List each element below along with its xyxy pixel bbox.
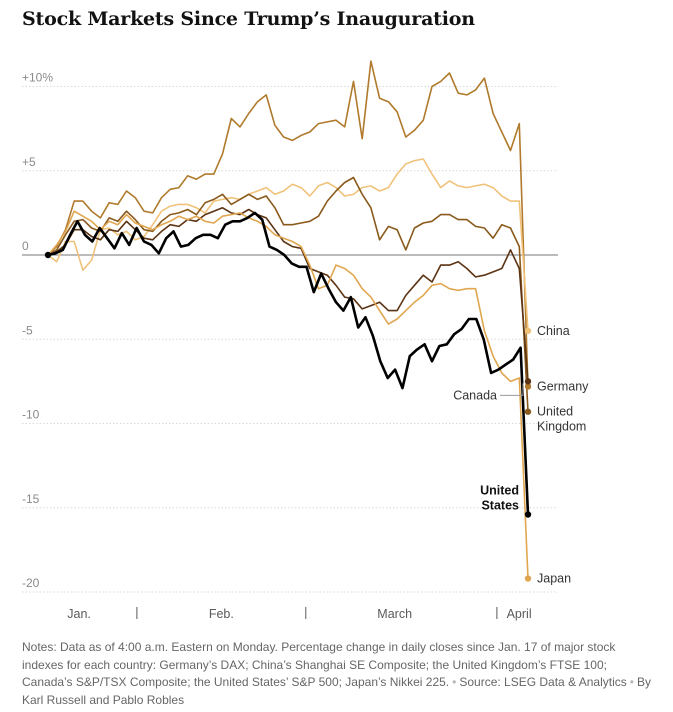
x-axis: Jan. Feb. March April (67, 607, 532, 621)
series-line-japan (47, 210, 529, 580)
end-point-japan (524, 575, 532, 582)
x-tick-label: March (377, 607, 412, 621)
end-point-germany (524, 383, 532, 390)
end-point-united-states (524, 511, 532, 518)
x-tick-label: April (507, 607, 532, 621)
source-text: Source: LSEG Data & Analytics (459, 675, 627, 689)
x-tick-label: Jan. (67, 607, 91, 621)
series-label-united-states: United (480, 483, 519, 497)
notes-bullet: • (629, 675, 634, 689)
series-lines (44, 60, 532, 582)
y-tick-label: -20 (22, 576, 40, 590)
chart-title: Stock Markets Since Trump’s Inauguration (22, 8, 475, 30)
y-tick-label: -5 (22, 323, 33, 337)
byline-text: By Karl Russell and Pablo Robles (22, 675, 651, 707)
series-label-united-states: States (481, 498, 519, 512)
series-label-united-kingdom: Kingdom (537, 420, 586, 434)
gridlines (22, 86, 558, 593)
series-labels: GermanyChinaUnitedKingdomCanadaJapanUnit… (453, 324, 589, 586)
series-line-germany (47, 60, 529, 388)
label-leader-canada (500, 383, 524, 396)
end-point-china (524, 327, 532, 335)
end-point-united-kingdom (524, 408, 532, 415)
y-tick-label: +10% (22, 71, 53, 85)
series-line-canada (47, 207, 529, 383)
series-label-china: China (537, 324, 570, 338)
y-tick-label: -10 (22, 408, 40, 422)
y-tick-label: -15 (22, 492, 40, 506)
end-point-canada (524, 378, 532, 385)
line-chart: +10% +5 0 -5 -10 -15 -20 Jan. Feb. March April Ge… (22, 60, 589, 621)
series-label-united-kingdom: United (537, 405, 573, 419)
y-tick-label: +5 (22, 155, 36, 169)
series-label-canada: Canada (453, 388, 497, 402)
y-tick-label: 0 (22, 239, 29, 253)
series-line-united-kingdom (47, 176, 529, 413)
x-tick-label: Feb. (209, 607, 234, 621)
series-label-japan: Japan (537, 572, 571, 586)
series-label-germany: Germany (537, 379, 589, 393)
series-line-china (47, 158, 529, 332)
start-point (44, 251, 52, 259)
series-line-united-states (46, 211, 530, 516)
y-axis-ticks: +10% +5 0 -5 -10 -15 -20 (22, 71, 53, 591)
chart-notes: Notes: Data as of 4:00 a.m. Eastern on M… (22, 639, 654, 709)
notes-bullet: • (452, 675, 457, 689)
notes-text: Notes: Data as of 4:00 a.m. Eastern on M… (22, 640, 616, 689)
